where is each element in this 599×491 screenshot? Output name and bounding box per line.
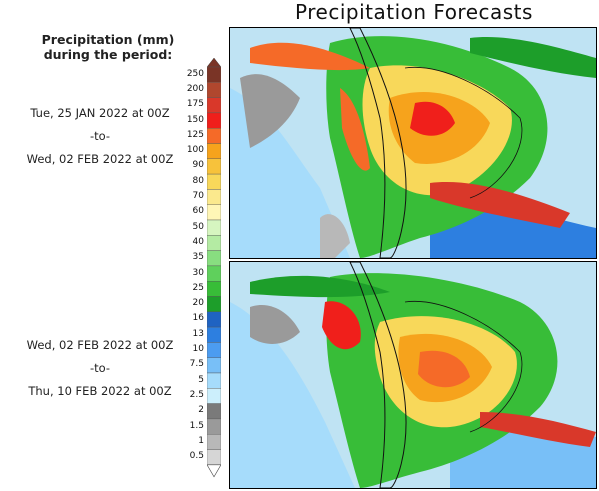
color-bar-label: 90 xyxy=(192,160,204,171)
color-bar-segment-10 xyxy=(207,219,221,236)
color-bar-label: 200 xyxy=(186,83,204,94)
legend-title: Precipitation (mm) during the period: xyxy=(28,32,188,62)
period-2-start: Wed, 02 FEB 2022 at 00Z xyxy=(26,338,174,352)
forecast-map-week2 xyxy=(229,261,597,489)
color-bar-segment-5 xyxy=(207,143,221,160)
color-bar-label: 5 xyxy=(198,374,204,385)
color-bar-label: 100 xyxy=(186,145,204,156)
color-bar-label: 13 xyxy=(192,328,204,339)
color-bar-segment-15 xyxy=(207,296,221,313)
color-bar-label: 7.5 xyxy=(189,359,204,370)
color-bar-label: 35 xyxy=(192,252,204,263)
color-bar-segment-3 xyxy=(207,112,221,129)
color-bar-label: 40 xyxy=(192,236,204,247)
color-bar-label: 0.5 xyxy=(189,451,204,462)
color-bar-label: 50 xyxy=(192,221,204,232)
color-bar-label: 125 xyxy=(186,129,204,140)
color-bar-segment-16 xyxy=(207,311,221,328)
color-bar-max-arrow xyxy=(207,58,221,68)
period-2: Wed, 02 FEB 2022 at 00Z -to- Thu, 10 FEB… xyxy=(0,334,200,403)
color-bar-label: 1.5 xyxy=(189,420,204,431)
legend-title-line2: during the period: xyxy=(43,47,173,62)
color-bar-segment-13 xyxy=(207,265,221,282)
color-bar-label: 25 xyxy=(192,282,204,293)
color-bar-segment-4 xyxy=(207,127,221,144)
color-bar-label: 150 xyxy=(186,114,204,125)
color-bar-segment-11 xyxy=(207,235,221,251)
color-bar-label: 80 xyxy=(192,175,204,186)
color-bar-label: 30 xyxy=(192,267,204,278)
color-bar-segment-2 xyxy=(207,97,221,114)
color-bar-label: 1 xyxy=(198,435,204,446)
color-bar-segment-21 xyxy=(207,388,221,404)
color-bar-segment-23 xyxy=(207,418,221,435)
legend-title-line1: Precipitation (mm) xyxy=(41,32,175,47)
period-1-start: Tue, 25 JAN 2022 at 00Z xyxy=(30,106,170,120)
color-bar-segment-20 xyxy=(207,372,221,389)
map-week1-svg xyxy=(230,28,596,258)
period-2-sep: -to- xyxy=(89,361,111,375)
color-bar-segment-7 xyxy=(207,173,221,190)
color-bar-segment-25 xyxy=(207,449,221,466)
color-bar-label: 16 xyxy=(192,313,204,324)
color-bar-label: 2 xyxy=(198,405,204,416)
color-bar-label: 175 xyxy=(186,99,204,110)
color-bar-label: 20 xyxy=(192,298,204,309)
period-1: Tue, 25 JAN 2022 at 00Z -to- Wed, 02 FEB… xyxy=(0,102,200,171)
color-bar-label: 250 xyxy=(186,68,204,79)
color-bar-label: 70 xyxy=(192,191,204,202)
color-bar-segment-12 xyxy=(207,250,221,267)
color-bar xyxy=(207,58,221,478)
color-bar-segment-18 xyxy=(207,342,221,358)
color-bar-label: 2.5 xyxy=(189,389,204,400)
period-2-end: Thu, 10 FEB 2022 at 00Z xyxy=(28,384,172,398)
color-bar-label: 10 xyxy=(192,344,204,355)
color-bar-segment-14 xyxy=(207,280,221,297)
color-bar-segment-8 xyxy=(207,189,221,205)
color-bar-segment-6 xyxy=(207,158,221,175)
color-bar-segment-0 xyxy=(207,66,221,83)
color-bar-segment-19 xyxy=(207,357,221,374)
color-bar-segment-1 xyxy=(207,82,221,98)
period-1-end: Wed, 02 FEB 2022 at 00Z xyxy=(26,152,174,166)
forecast-map-week1 xyxy=(229,27,597,259)
map-week2-svg xyxy=(230,262,596,488)
color-bar-segment-22 xyxy=(207,403,221,420)
color-bar-label: 60 xyxy=(192,206,204,217)
color-bar-segment-9 xyxy=(207,204,221,221)
color-bar-min-arrow xyxy=(207,464,221,478)
chart-title: Precipitation Forecasts xyxy=(295,0,533,24)
period-1-sep: -to- xyxy=(89,129,111,143)
color-bar-segment-24 xyxy=(207,434,221,450)
color-bar-svg xyxy=(207,58,221,478)
color-bar-segment-17 xyxy=(207,326,221,343)
